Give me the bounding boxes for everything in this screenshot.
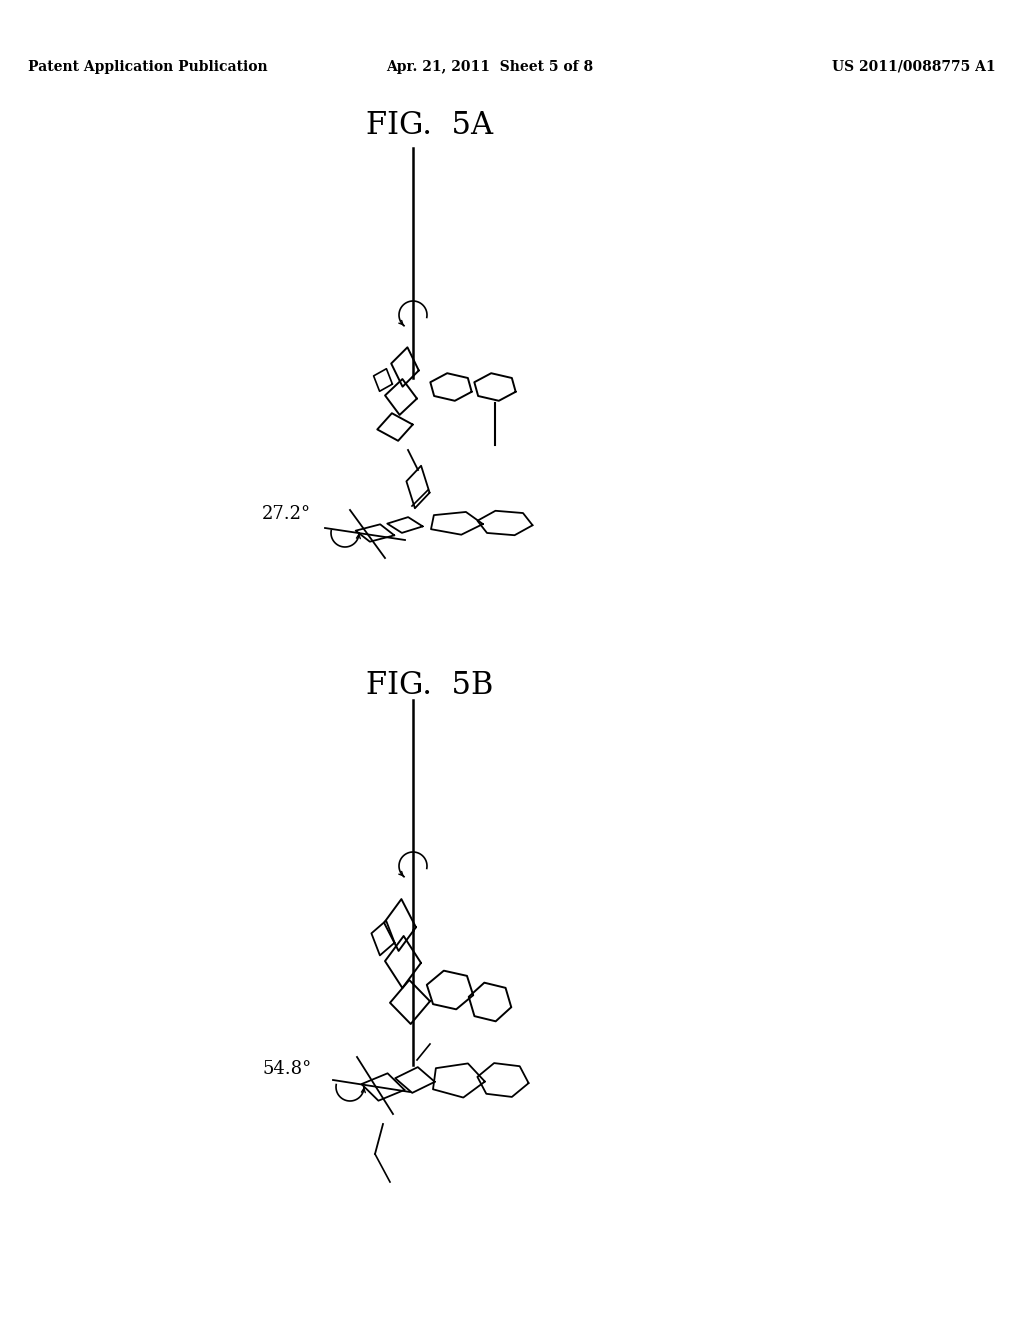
Text: 54.8°: 54.8° (262, 1060, 311, 1078)
Text: Patent Application Publication: Patent Application Publication (28, 59, 267, 74)
Text: 27.2°: 27.2° (262, 506, 311, 523)
Text: Apr. 21, 2011  Sheet 5 of 8: Apr. 21, 2011 Sheet 5 of 8 (386, 59, 594, 74)
Text: FIG.  5B: FIG. 5B (367, 671, 494, 701)
Text: US 2011/0088775 A1: US 2011/0088775 A1 (833, 59, 996, 74)
Text: FIG.  5A: FIG. 5A (367, 110, 494, 141)
